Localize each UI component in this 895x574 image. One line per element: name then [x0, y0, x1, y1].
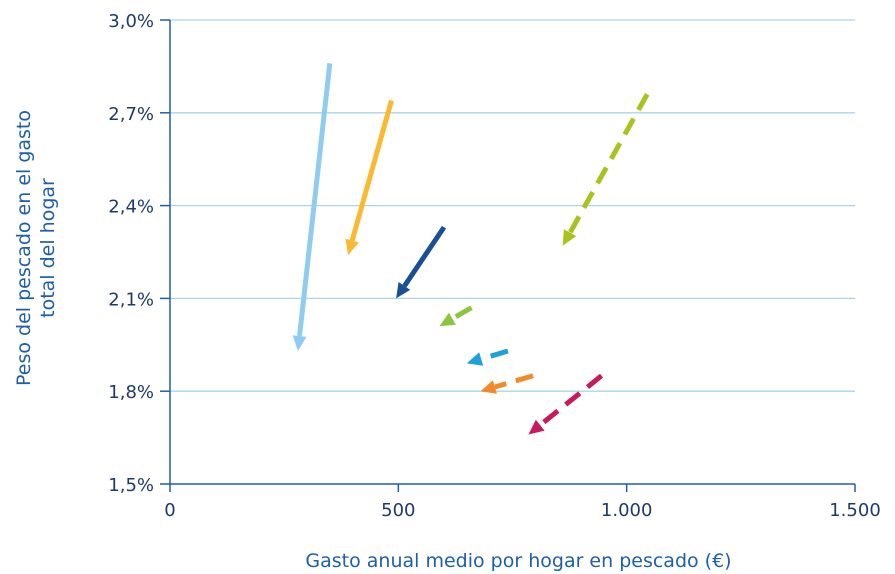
series-line — [451, 305, 473, 321]
arrow-head — [439, 312, 456, 327]
y-tick-label: 2,1% — [108, 289, 154, 310]
series-arrow-4 — [562, 93, 650, 246]
y-tick-labels: 1,5% 1,8% 2,1% 2,4% 2,7% 3,0% — [108, 11, 170, 496]
series-line — [297, 63, 333, 337]
series-line — [538, 373, 604, 428]
y-axis-title: Peso del pescado en el gasto total del ho… — [13, 110, 59, 386]
series-line — [402, 225, 447, 288]
arrow-head — [562, 229, 577, 246]
series-arrow-7 — [480, 373, 534, 394]
x-tick-label: 1.500 — [829, 500, 881, 521]
series-arrow-3 — [396, 225, 447, 299]
y-tick-label: 1,8% — [108, 382, 154, 403]
series-arrow-2 — [345, 99, 394, 256]
arrow-head — [292, 335, 307, 351]
grid-lines — [170, 19, 855, 392]
arrow-head — [466, 352, 484, 366]
x-tick-labels: 0 500 1.000 1.500 — [164, 484, 881, 521]
series-arrow-8 — [528, 373, 604, 435]
series-arrows — [292, 63, 650, 435]
x-tick-label: 0 — [164, 500, 175, 521]
series-arrow-1 — [292, 63, 333, 351]
y-tick-label: 2,7% — [108, 104, 154, 125]
y-tick-label: 1,5% — [108, 475, 154, 496]
arrow-head — [396, 282, 411, 299]
arrow-head — [528, 419, 545, 435]
y-tick-label: 2,4% — [108, 197, 154, 218]
series-line — [349, 99, 394, 242]
x-tick-label: 1.000 — [601, 500, 653, 521]
y-tick-label: 3,0% — [108, 11, 154, 32]
arrow-head — [480, 380, 497, 394]
series-line — [480, 348, 509, 362]
series-line — [494, 373, 534, 390]
series-arrow-5 — [439, 305, 473, 327]
y-axis-title-line: Peso del pescado en el gasto — [13, 110, 35, 386]
y-axis-title-line: total del hogar — [37, 178, 59, 318]
series-arrow-6 — [466, 348, 509, 366]
x-axis-title: Gasto anual medio por hogar en pescado (… — [305, 550, 731, 572]
x-tick-label: 500 — [381, 500, 415, 521]
arrow-head — [345, 238, 359, 256]
series-line — [567, 93, 650, 234]
